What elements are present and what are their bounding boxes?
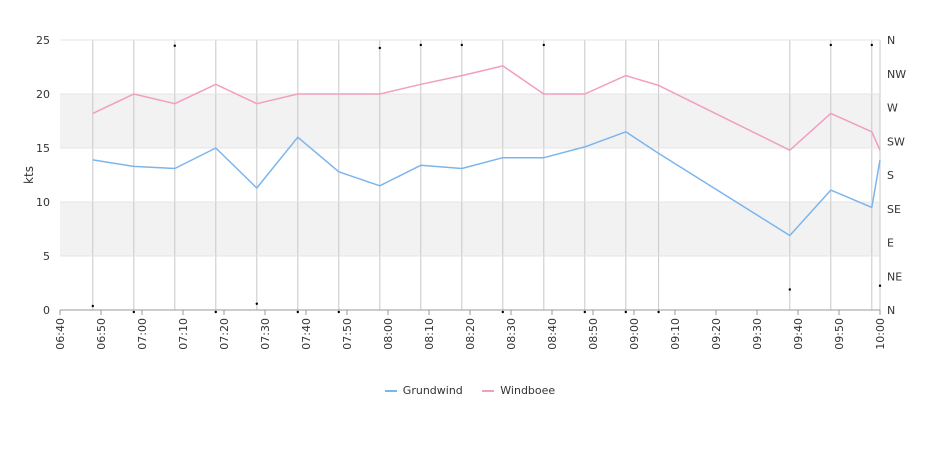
chart-legend: Grundwind Windboee	[0, 384, 940, 397]
x-tick-label: 09:30	[751, 318, 764, 350]
y-tick-label: 5	[43, 250, 50, 263]
direction-tick-label: NW	[887, 68, 906, 81]
direction-point	[214, 310, 217, 314]
direction-tick-label: N	[887, 34, 895, 47]
y-tick-label: 0	[43, 304, 50, 317]
vertical-gridlines	[92, 40, 881, 310]
x-tick-label: 09:00	[628, 318, 641, 350]
y-tick-label: 25	[36, 34, 50, 47]
x-tick-label: 07:40	[300, 318, 313, 350]
band-1	[60, 94, 880, 148]
x-tick-label: 08:00	[382, 318, 395, 350]
legend-label-grundwind: Grundwind	[402, 384, 463, 397]
series-line-windboee	[92, 65, 881, 151]
direction-tick-label: W	[887, 102, 898, 115]
x-tick-label: 08:30	[505, 318, 518, 350]
legend-label-windboee: Windboee	[500, 384, 556, 397]
x-tick-label: 09:10	[669, 318, 682, 350]
band-0	[60, 202, 880, 256]
x-tick-label: 07:00	[136, 318, 149, 350]
y-tick-label: 10	[36, 196, 50, 209]
y-axis-ticks: 0 5 10 15 20 25	[36, 34, 50, 317]
direction-point	[132, 310, 135, 314]
direction-point	[501, 310, 504, 314]
direction-axis-ticks: N NE E SE S SW W NW N	[887, 34, 906, 317]
direction-point	[296, 310, 299, 314]
x-tick-label: 06:40	[54, 318, 67, 350]
direction-point	[829, 43, 832, 47]
direction-point	[583, 310, 586, 314]
x-tick-label: 08:10	[423, 318, 436, 350]
direction-point	[91, 304, 95, 308]
x-tick-label: 07:30	[259, 318, 272, 350]
x-axis-ticks: 06:40 06:50 07:00 07:10 07:20 07:30 07:40 07:50…	[54, 310, 887, 350]
x-tick-label: 09:50	[833, 318, 846, 350]
direction-point	[337, 310, 340, 314]
direction-point	[460, 43, 463, 47]
chart-series	[92, 65, 881, 237]
direction-tick-label: S	[887, 169, 894, 182]
x-tick-label: 07:20	[218, 318, 231, 350]
x-tick-label: 06:50	[95, 318, 108, 350]
direction-tick-label: SE	[887, 203, 901, 216]
chart-bands	[60, 94, 880, 256]
direction-point	[870, 43, 873, 47]
legend-item-windboee[interactable]: Windboee	[482, 384, 555, 397]
x-tick-label: 08:20	[464, 318, 477, 350]
x-tick-label: 08:40	[546, 318, 559, 350]
direction-point	[878, 284, 882, 287]
y-tick-label: 15	[36, 142, 50, 155]
direction-tick-label: N	[887, 304, 895, 317]
legend-item-grundwind[interactable]: Grundwind	[384, 384, 463, 397]
legend-swatch-windboee	[482, 390, 495, 392]
direction-points	[91, 43, 882, 314]
direction-point	[542, 43, 545, 47]
direction-tick-label: SW	[887, 135, 905, 148]
direction-tick-label: E	[887, 237, 894, 250]
direction-point	[624, 310, 627, 314]
x-tick-label: 07:50	[341, 318, 354, 350]
y-tick-label: 20	[36, 88, 50, 101]
legend-swatch-grundwind	[384, 390, 397, 392]
x-tick-label: 10:00	[874, 318, 887, 350]
x-tick-label: 09:40	[792, 318, 805, 350]
direction-point	[255, 302, 258, 305]
y-axis-label: kts	[22, 166, 36, 184]
x-tick-label: 08:50	[587, 318, 600, 350]
direction-point	[657, 310, 660, 314]
direction-point	[419, 43, 422, 47]
direction-point	[788, 288, 791, 291]
direction-point	[173, 44, 176, 47]
x-tick-label: 09:20	[710, 318, 723, 350]
series-line-grundwind	[92, 131, 881, 237]
direction-tick-label: NE	[887, 270, 902, 283]
direction-point	[378, 46, 381, 50]
horizontal-gridlines	[60, 39, 880, 311]
x-tick-label: 07:10	[177, 318, 190, 350]
